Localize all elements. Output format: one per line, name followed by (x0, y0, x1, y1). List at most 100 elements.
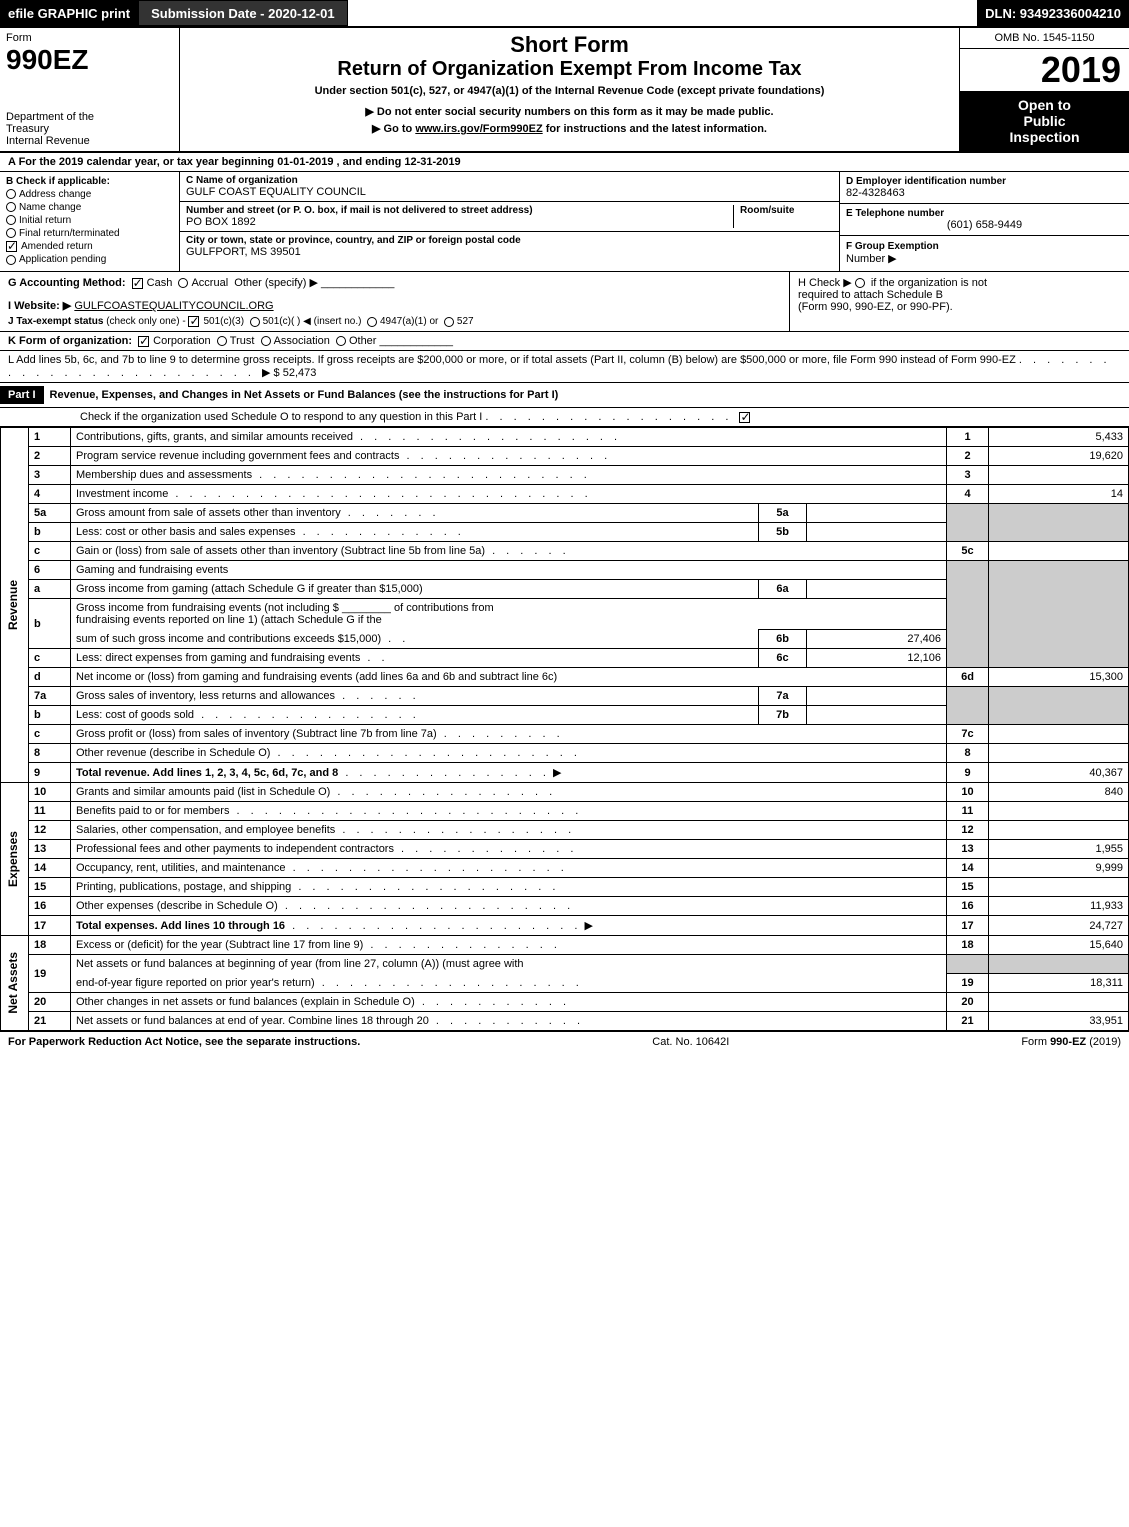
part-i-row: Part I Revenue, Expenses, and Changes in… (0, 383, 1129, 408)
line-7c-value (989, 725, 1129, 744)
line-6c-desc: Less: direct expenses from gaming and fu… (76, 652, 360, 664)
line-1-desc: Contributions, gifts, grants, and simila… (76, 431, 353, 443)
final-return-checkbox[interactable] (6, 228, 16, 238)
g-cash: Cash (147, 277, 173, 289)
address-change-checkbox[interactable] (6, 189, 16, 199)
e-phone-label: E Telephone number (846, 208, 1123, 219)
line-13-value: 1,955 (989, 840, 1129, 859)
k-trust-checkbox[interactable] (217, 336, 227, 346)
amended-return-checkbox[interactable] (6, 241, 17, 252)
line-3-desc: Membership dues and assessments (76, 469, 252, 481)
j-501c: 501(c)( ) (263, 316, 301, 327)
g-cash-checkbox[interactable] (132, 278, 143, 289)
line-4-desc: Investment income (76, 488, 168, 500)
line-9-desc: Total revenue. Add lines 1, 2, 3, 4, 5c,… (76, 767, 338, 779)
j-insert: ◀ (insert no.) (303, 316, 361, 327)
k-association-checkbox[interactable] (261, 336, 271, 346)
irs-link[interactable]: www.irs.gov/Form990EZ (415, 123, 542, 135)
g-label: G Accounting Method: (8, 277, 126, 289)
line-20-value (989, 992, 1129, 1011)
l-text: L Add lines 5b, 6c, and 7b to line 9 to … (8, 354, 1016, 366)
c-name-label: C Name of organization (186, 175, 833, 186)
k-row: K Form of organization: Corporation Trus… (0, 332, 1129, 351)
line-19-desc-2: end-of-year figure reported on prior yea… (76, 977, 315, 989)
open-inspection-badge: Open to Public Inspection (960, 91, 1129, 151)
line-3-value (989, 466, 1129, 485)
e-phone-value: (601) 658-9449 (846, 219, 1123, 231)
line-7a-subvalue (807, 687, 947, 706)
line-14-value: 9,999 (989, 859, 1129, 878)
opt-initial-return: Initial return (19, 215, 71, 226)
line-7c-desc: Gross profit or (loss) from sales of inv… (76, 728, 437, 740)
line-10-value: 840 (989, 783, 1129, 802)
opt-name-change: Name change (19, 202, 81, 213)
k-association: Association (274, 335, 330, 347)
under-section-text: Under section 501(c), 527, or 4947(a)(1)… (188, 85, 951, 97)
initial-return-checkbox[interactable] (6, 215, 16, 225)
k-corporation: Corporation (153, 335, 210, 347)
h-text-4: (Form 990, 990-EZ, or 990-PF). (798, 301, 953, 313)
j-527-checkbox[interactable] (444, 317, 454, 327)
line-13-desc: Professional fees and other payments to … (76, 843, 394, 855)
c-city-label: City or town, state or province, country… (186, 235, 833, 246)
i-label: I Website: ▶ (8, 300, 71, 312)
line-6d-desc: Net income or (loss) from gaming and fun… (71, 668, 947, 687)
short-form-title: Short Form (188, 32, 951, 58)
ssn-warning: ▶ Do not enter social security numbers o… (188, 105, 951, 118)
line-20-desc: Other changes in net assets or fund bala… (76, 996, 415, 1008)
top-bar: efile GRAPHIC print Submission Date - 20… (0, 0, 1129, 28)
c-addr-label: Number and street (or P. O. box, if mail… (186, 205, 733, 216)
application-pending-checkbox[interactable] (6, 255, 16, 265)
k-corporation-checkbox[interactable] (138, 336, 149, 347)
g-accrual: Accrual (191, 277, 228, 289)
line-16-desc: Other expenses (describe in Schedule O) (76, 900, 278, 912)
line-19-value: 18,311 (989, 973, 1129, 992)
j-501c-checkbox[interactable] (250, 317, 260, 327)
line-2-value: 19,620 (989, 447, 1129, 466)
h-text-3: required to attach Schedule B (798, 289, 943, 301)
line-5b-desc: Less: cost or other basis and sales expe… (76, 526, 296, 538)
j-4947-checkbox[interactable] (367, 317, 377, 327)
k-label: K Form of organization: (8, 335, 132, 347)
g-accrual-checkbox[interactable] (178, 278, 188, 288)
entity-block: B Check if applicable: Address change Na… (0, 172, 1129, 272)
opt-amended-return: Amended return (21, 241, 93, 252)
j-label: J Tax-exempt status (8, 316, 103, 327)
line-6b-desc-1: Gross income from fundraising events (no… (76, 602, 339, 614)
h-checkbox[interactable] (855, 278, 865, 288)
g-other: Other (specify) ▶ (234, 277, 318, 289)
j-501c3: 501(c)(3) (203, 316, 244, 327)
j-tax-exempt-row: J Tax-exempt status (check only one) - 5… (8, 316, 781, 327)
page-footer: For Paperwork Reduction Act Notice, see … (0, 1031, 1129, 1052)
line-6a-subvalue (807, 580, 947, 599)
line-5a-subvalue (807, 504, 947, 523)
line-2-desc: Program service revenue including govern… (76, 450, 399, 462)
line-1-value: 5,433 (989, 428, 1129, 447)
open-line-3: Inspection (964, 129, 1125, 145)
line-10-desc: Grants and similar amounts paid (list in… (76, 786, 330, 798)
opt-address-change: Address change (19, 189, 91, 200)
dept-line-2: Treasury (6, 123, 173, 135)
part-i-label: Part I (0, 386, 44, 404)
line-7a-desc: Gross sales of inventory, less returns a… (76, 690, 335, 702)
org-address: PO BOX 1892 (186, 216, 733, 228)
line-6d-value: 15,300 (989, 668, 1129, 687)
dept-line-3: Internal Revenue (6, 135, 173, 147)
j-note: (check only one) - (106, 316, 188, 327)
opt-application-pending: Application pending (19, 254, 106, 265)
line-5b-subvalue (807, 523, 947, 542)
j-501c3-checkbox[interactable] (188, 316, 199, 327)
efile-print-button[interactable]: efile GRAPHIC print (0, 0, 138, 26)
line-7b-desc: Less: cost of goods sold (76, 709, 194, 721)
name-change-checkbox[interactable] (6, 202, 16, 212)
line-6b-desc-3: fundraising events reported on line 1) (… (76, 614, 382, 626)
dln-badge: DLN: 93492336004210 (977, 0, 1129, 26)
k-other-checkbox[interactable] (336, 336, 346, 346)
form-number: 990EZ (6, 44, 173, 76)
part-i-schedule-o-checkbox[interactable] (739, 412, 750, 423)
website-link[interactable]: GULFCOASTEQUALITYCOUNCIL.ORG (74, 300, 273, 312)
d-ein-value: 82-4328463 (846, 187, 1123, 199)
tax-year: 2019 (960, 49, 1129, 91)
goto-prefix: ▶ Go to (372, 123, 415, 135)
l-amount: ▶ $ 52,473 (262, 367, 316, 379)
